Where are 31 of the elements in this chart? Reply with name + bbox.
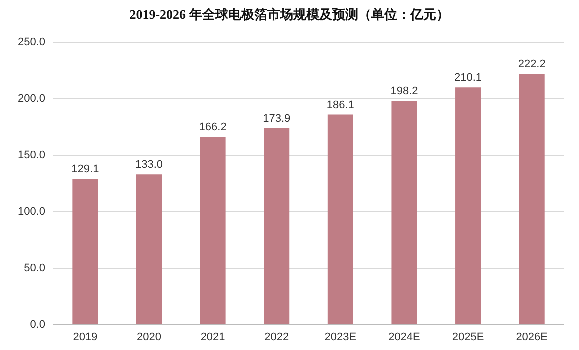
- x-tick-label: 2019: [73, 331, 98, 344]
- y-tick-label: 0.0: [30, 318, 46, 331]
- data-label: 133.0: [135, 159, 164, 172]
- data-label: 198.2: [390, 86, 418, 98]
- bar: [456, 88, 482, 324]
- y-tick-label: 100.0: [18, 206, 46, 218]
- chart-title: 2019-2026 年全球电极箔市场规模及预测（单位：亿元）: [128, 6, 450, 24]
- data-label: 210.1: [454, 72, 482, 84]
- data-label: 173.9: [263, 113, 291, 126]
- y-tick-label: 250.0: [18, 36, 46, 49]
- data-label: 222.2: [518, 58, 546, 71]
- y-tick-label: 150.0: [18, 150, 46, 162]
- data-label: 186.1: [326, 99, 354, 112]
- bar: [136, 174, 162, 324]
- x-tick-label: 2026E: [516, 331, 548, 344]
- data-label: 166.2: [199, 122, 227, 134]
- x-tick-label: 2025E: [452, 331, 484, 344]
- bar: [392, 101, 418, 324]
- bar: [72, 179, 98, 324]
- bar: [200, 137, 226, 324]
- x-tick-label: 2024E: [388, 331, 420, 344]
- bar: [264, 128, 290, 324]
- x-tick-label: 2021: [200, 331, 226, 344]
- data-label: 129.1: [72, 164, 100, 176]
- x-tick-label: 2023E: [324, 331, 357, 344]
- y-tick-label: 50.0: [24, 262, 46, 274]
- y-tick-label: 200.0: [18, 93, 46, 106]
- bar: [328, 114, 354, 324]
- x-tick-label: 2022: [264, 331, 290, 344]
- x-tick-label: 2020: [137, 331, 162, 344]
- bar: [519, 74, 545, 324]
